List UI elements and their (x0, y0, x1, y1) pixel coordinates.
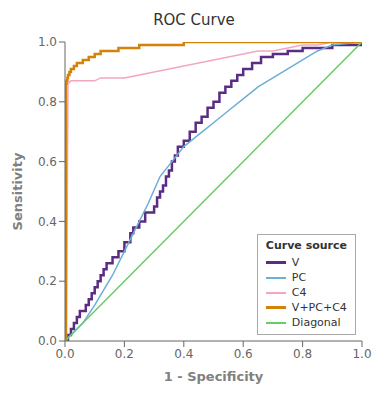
svg-text:0.4: 0.4 (174, 347, 193, 361)
svg-text:0.0: 0.0 (55, 347, 74, 361)
svg-text:1.0: 1.0 (38, 35, 57, 49)
svg-text:1.0: 1.0 (352, 347, 371, 361)
svg-text:1 - Specificity: 1 - Specificity (164, 369, 264, 384)
svg-text:0.2: 0.2 (38, 274, 57, 288)
html-text:C4: C4 (291, 286, 307, 299)
svg-text:0.0: 0.0 (38, 334, 57, 348)
html-text:Curve source: Curve source (265, 239, 347, 252)
svg-text:0.2: 0.2 (115, 347, 134, 361)
svg-text:Sensitivity: Sensitivity (10, 152, 25, 230)
svg-text:0.8: 0.8 (293, 347, 312, 361)
svg-text:0.6: 0.6 (234, 347, 253, 361)
html-text:ROC Curve: ROC Curve (153, 11, 235, 29)
svg-text:0.6: 0.6 (38, 155, 57, 169)
html-text:PC: PC (291, 271, 307, 284)
html-text:V: V (291, 256, 300, 269)
html-text:Diagonal: Diagonal (291, 316, 341, 329)
svg-text:0.8: 0.8 (38, 95, 57, 109)
svg-text:0.4: 0.4 (38, 215, 57, 229)
html-text:V+PC+C4: V+PC+C4 (291, 301, 347, 314)
